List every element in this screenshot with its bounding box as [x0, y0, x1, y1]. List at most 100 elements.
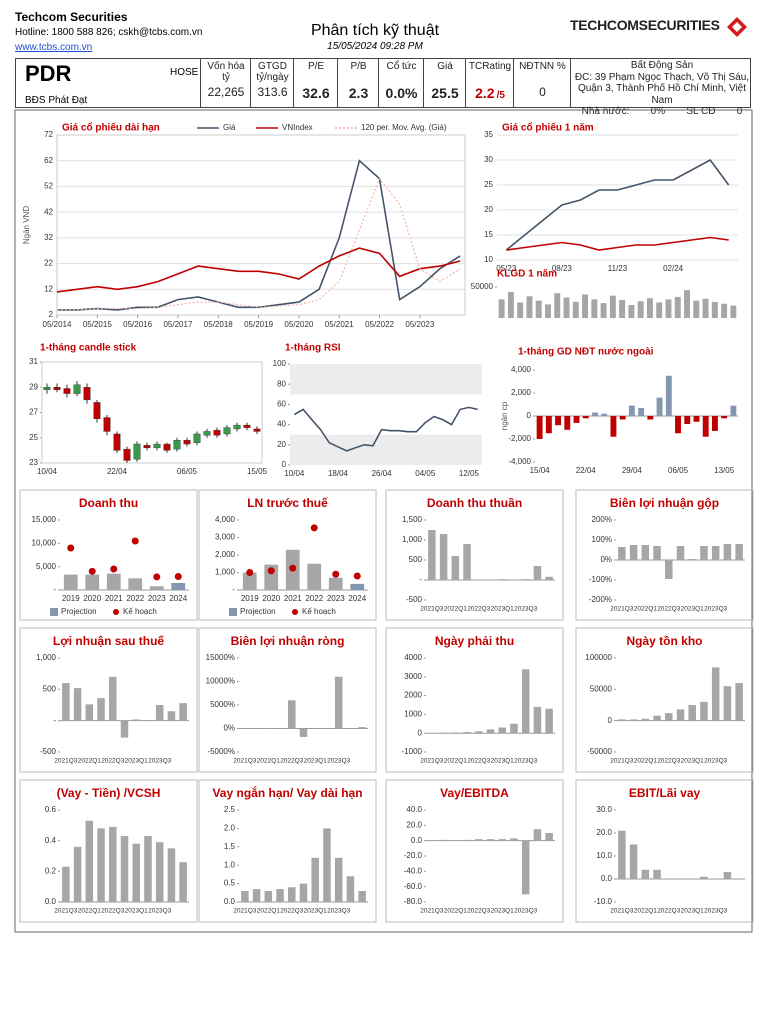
metric-number: 2.2	[475, 85, 495, 101]
y-tick-label: 10	[484, 255, 493, 264]
bar	[638, 407, 645, 416]
x-tick-label: 2021Q3	[54, 758, 78, 765]
bar	[545, 708, 553, 734]
x-tick-label: 2022Q3	[101, 908, 125, 915]
y-tick-label: 2,000	[511, 388, 532, 397]
bar	[144, 720, 152, 721]
metric-number: 2.3	[348, 85, 369, 101]
x-tick-label: 18/04	[328, 469, 349, 478]
panel	[385, 627, 564, 773]
y-tick-label: 4,000	[511, 365, 532, 374]
bar	[533, 706, 542, 734]
candle-body	[53, 387, 61, 390]
bar	[475, 839, 483, 841]
bar	[688, 705, 696, 721]
x-tick-label: 2023Q1	[681, 606, 705, 613]
y-tick-label: 29	[29, 382, 38, 391]
bar	[73, 846, 82, 902]
y-tick-label: 40	[277, 420, 286, 429]
bar	[665, 713, 673, 721]
website[interactable]: www.tcbs.com.vn	[15, 42, 93, 53]
x-tick-label: 2021Q3	[420, 606, 444, 613]
bar	[334, 676, 343, 729]
bar	[730, 405, 737, 416]
y-tick-label: 0	[418, 728, 423, 737]
bar	[350, 583, 365, 590]
bar	[628, 304, 635, 318]
metric: P/B 2.3	[337, 58, 379, 108]
bar	[128, 578, 143, 590]
bar	[641, 869, 650, 879]
panel	[198, 489, 377, 621]
y-axis-label: ngàn cp	[500, 401, 509, 430]
bar	[601, 413, 608, 416]
x-tick-label: 2021Q3	[610, 606, 634, 613]
bar	[693, 300, 700, 318]
bar	[62, 683, 70, 721]
bar	[132, 719, 140, 721]
x-tick-label: 13/05	[714, 466, 735, 475]
bar	[582, 294, 589, 318]
bar	[721, 303, 728, 318]
line	[57, 177, 461, 311]
bar	[358, 890, 366, 902]
y-tick-label: 15,000	[32, 515, 57, 524]
y-tick-label: 0	[608, 716, 613, 725]
x-tick-label: 2022Q3	[280, 758, 304, 765]
candle-body	[233, 424, 241, 430]
plot-frame	[41, 361, 263, 464]
y-tick-label: 1000	[404, 710, 422, 719]
candle-body	[63, 388, 71, 394]
x-tick-label: 2023Q3	[327, 758, 351, 765]
bar	[592, 412, 598, 416]
bar	[109, 676, 117, 721]
bar	[109, 826, 117, 902]
bar	[132, 843, 140, 902]
x-tick-label: 2023Q3	[704, 606, 728, 613]
metric-number: 0	[539, 85, 546, 99]
chart-title: Giá cổ phiếu dài hạn	[62, 122, 160, 134]
y-tick-label: 15000%	[206, 653, 235, 662]
bar	[521, 669, 530, 734]
ownership: Nhà nước: 0% SL CĐ 0	[571, 106, 753, 118]
bar	[171, 583, 186, 590]
state-value: 0%	[650, 106, 666, 117]
info-box	[15, 58, 751, 108]
y-tick-label: 4,000	[215, 515, 236, 524]
bar	[106, 573, 121, 590]
x-tick-label: 05/2014	[43, 320, 72, 329]
y-tick-label: 50000	[590, 684, 613, 693]
y-tick-label: 200%	[592, 515, 612, 524]
y-tick-label: 4000	[404, 653, 422, 662]
bar	[358, 727, 366, 729]
y-tick-label: 500	[43, 684, 57, 693]
candle-body	[93, 402, 101, 420]
bar	[618, 547, 626, 560]
bar	[498, 839, 506, 841]
candle-body	[193, 433, 201, 443]
bar	[563, 297, 570, 318]
candle-body	[203, 431, 211, 436]
x-tick-label: 2023Q3	[514, 758, 538, 765]
metric-label: GTGD tỷ/ngày	[256, 61, 289, 83]
hotline: Hotline: 1800 588 826; cskh@tcbs.com.vn	[15, 27, 203, 38]
y-tick-label: 40.0	[406, 805, 422, 814]
bar	[179, 862, 187, 902]
candle-body	[103, 417, 111, 432]
bar	[526, 296, 533, 318]
plan-dot	[88, 567, 96, 575]
bar	[288, 887, 296, 902]
bar	[535, 300, 542, 318]
x-tick-label: 2022Q1	[78, 758, 102, 765]
bar	[533, 829, 542, 841]
x-tick-label: 2023Q1	[491, 908, 515, 915]
chart-title: Biên lợi nhuận gộp	[610, 496, 719, 510]
bar	[723, 686, 732, 721]
x-tick-label: 2023Q1	[681, 758, 705, 765]
bar	[723, 872, 732, 879]
x-tick-label: 2022Q3	[101, 758, 125, 765]
y-tick-label: 100000	[585, 653, 612, 662]
sector: Bất Động Sản	[630, 60, 694, 71]
panel	[198, 779, 377, 923]
y-tick-label: 20	[277, 440, 286, 449]
